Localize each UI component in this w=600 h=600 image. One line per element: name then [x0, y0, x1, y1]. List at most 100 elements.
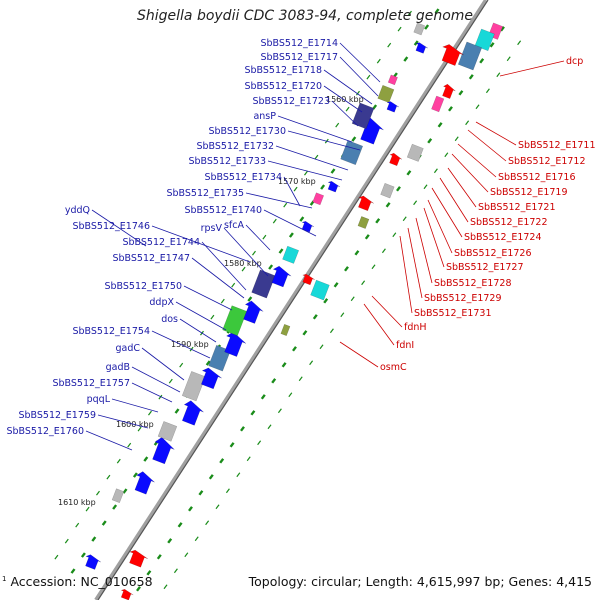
- ruler-label: 1580 kbp: [224, 259, 262, 268]
- leader-line: [447, 167, 477, 208]
- leader-line: [91, 209, 147, 247]
- gene-label-left: gadC: [115, 343, 140, 354]
- gene-label-right: fdnI: [396, 340, 414, 351]
- leader-line: [287, 130, 361, 151]
- ruler-tick: [148, 410, 152, 416]
- gene-label-right: dcp: [566, 56, 583, 67]
- leader-line: [283, 176, 301, 207]
- topology-info: Topology: circular; Length: 4,615,997 bp…: [248, 574, 592, 589]
- forward-gene-feature: [222, 305, 248, 336]
- gene-label-left: SbBS512_E1735: [166, 188, 244, 199]
- forward-gene-feature: [271, 265, 292, 288]
- ruler-tick: [475, 104, 480, 110]
- ruler-tick: [101, 520, 107, 526]
- ruler-tick: [136, 586, 141, 592]
- reverse-gene-feature: [441, 44, 464, 66]
- forward-gene-feature: [85, 554, 102, 570]
- forward-gene-feature: [157, 421, 178, 442]
- leader-line: [111, 398, 159, 413]
- ruler-tick: [158, 394, 163, 400]
- ruler-label: 1610 kbp: [58, 498, 96, 507]
- gene-label-left: SbBS512_E1717: [260, 52, 338, 63]
- gene-label-left: dos: [161, 314, 178, 325]
- ruler-tick: [392, 232, 397, 238]
- forward-gene-feature: [415, 42, 429, 54]
- reverse-gene-feature: [357, 216, 370, 229]
- forward-gene-feature: [111, 488, 125, 504]
- ruler-tick: [496, 72, 501, 78]
- ruler-tick: [198, 490, 204, 496]
- leader-line: [339, 42, 381, 83]
- ruler-tick: [277, 408, 282, 414]
- forward-gene-feature: [152, 436, 175, 465]
- ruler-tick: [344, 266, 349, 272]
- ruler-tick: [225, 488, 230, 494]
- leader-line: [277, 115, 353, 143]
- leader-line: [339, 341, 379, 368]
- gene-label-left: rpsV: [201, 223, 223, 234]
- ruler-tick: [312, 314, 318, 320]
- leader-line: [179, 318, 217, 343]
- ruler-tick: [424, 24, 430, 30]
- ruler-tick: [299, 216, 305, 222]
- ruler-tick: [91, 536, 97, 542]
- ruler-tick: [278, 248, 284, 254]
- forward-gene-feature: [251, 269, 276, 299]
- map-title: Shigella boydii CDC 3083-94, complete ge…: [136, 8, 474, 24]
- ruler-tick: [205, 360, 211, 366]
- forward-gene-feature: [340, 140, 364, 166]
- gene-label-left: SbBS512_E1750: [104, 281, 182, 292]
- ruler-tick: [268, 264, 274, 270]
- ruler-tick: [485, 88, 490, 94]
- ruler-tick: [208, 474, 214, 480]
- leader-line: [131, 382, 173, 403]
- ruler-tick: [309, 360, 314, 366]
- ruler-tick: [330, 168, 336, 174]
- ruler-tick: [288, 392, 293, 398]
- ruler-tick: [146, 570, 152, 576]
- gene-label-right: SbBS512_E1724: [464, 232, 542, 243]
- ruler-tick: [127, 442, 132, 448]
- ruler-tick: [397, 26, 402, 32]
- leader-line: [331, 100, 359, 127]
- forward-gene-feature: [386, 101, 400, 113]
- ruler-tick: [413, 40, 419, 46]
- leader-line: [183, 285, 233, 311]
- gene-label-left: SbBS512_E1720: [244, 81, 322, 92]
- forward-gene-feature: [301, 221, 315, 233]
- leader-line: [399, 235, 413, 314]
- leader-line: [97, 414, 149, 429]
- reverse-gene-feature: [474, 28, 495, 52]
- ruler-tick: [408, 10, 412, 16]
- forward-gene-feature: [282, 245, 300, 264]
- ruler-label: 1560 kbp: [326, 95, 364, 104]
- ruler-tick: [250, 410, 256, 416]
- leader-line: [151, 330, 211, 359]
- gene-label-left: ddpX: [149, 297, 174, 308]
- ruler-tick: [381, 248, 386, 254]
- leader-line: [275, 145, 349, 171]
- ruler-tick: [465, 120, 470, 126]
- leader-line: [323, 69, 373, 105]
- ruler-tick: [323, 298, 329, 304]
- reverse-gene-feature: [380, 182, 395, 199]
- ruler-tick: [304, 170, 308, 176]
- ruler-tick: [75, 522, 80, 528]
- ruler-tick: [396, 186, 401, 192]
- ruler-tick: [246, 456, 251, 462]
- gene-label-left: ansP: [253, 111, 276, 122]
- gene-label-left: SbBS512_E1757: [52, 378, 130, 389]
- ruler-tick: [366, 74, 371, 80]
- ruler-tick: [112, 504, 118, 510]
- gene-label-left: SbBS512_E1747: [112, 253, 190, 264]
- gene-label-left: SbBS512_E1734: [204, 172, 282, 183]
- reverse-gene-feature: [280, 323, 291, 337]
- leader-line: [263, 209, 317, 237]
- gene-label-left: SbBS512_E1746: [72, 221, 150, 232]
- ruler-tick: [506, 56, 511, 62]
- leader-line: [141, 347, 185, 381]
- gene-labels: SbBS512_E1714 SbBS512_E1717 SbBS512_E1718 S…: [6, 38, 595, 437]
- gene-features: [85, 22, 504, 600]
- forward-gene-feature: [200, 367, 222, 390]
